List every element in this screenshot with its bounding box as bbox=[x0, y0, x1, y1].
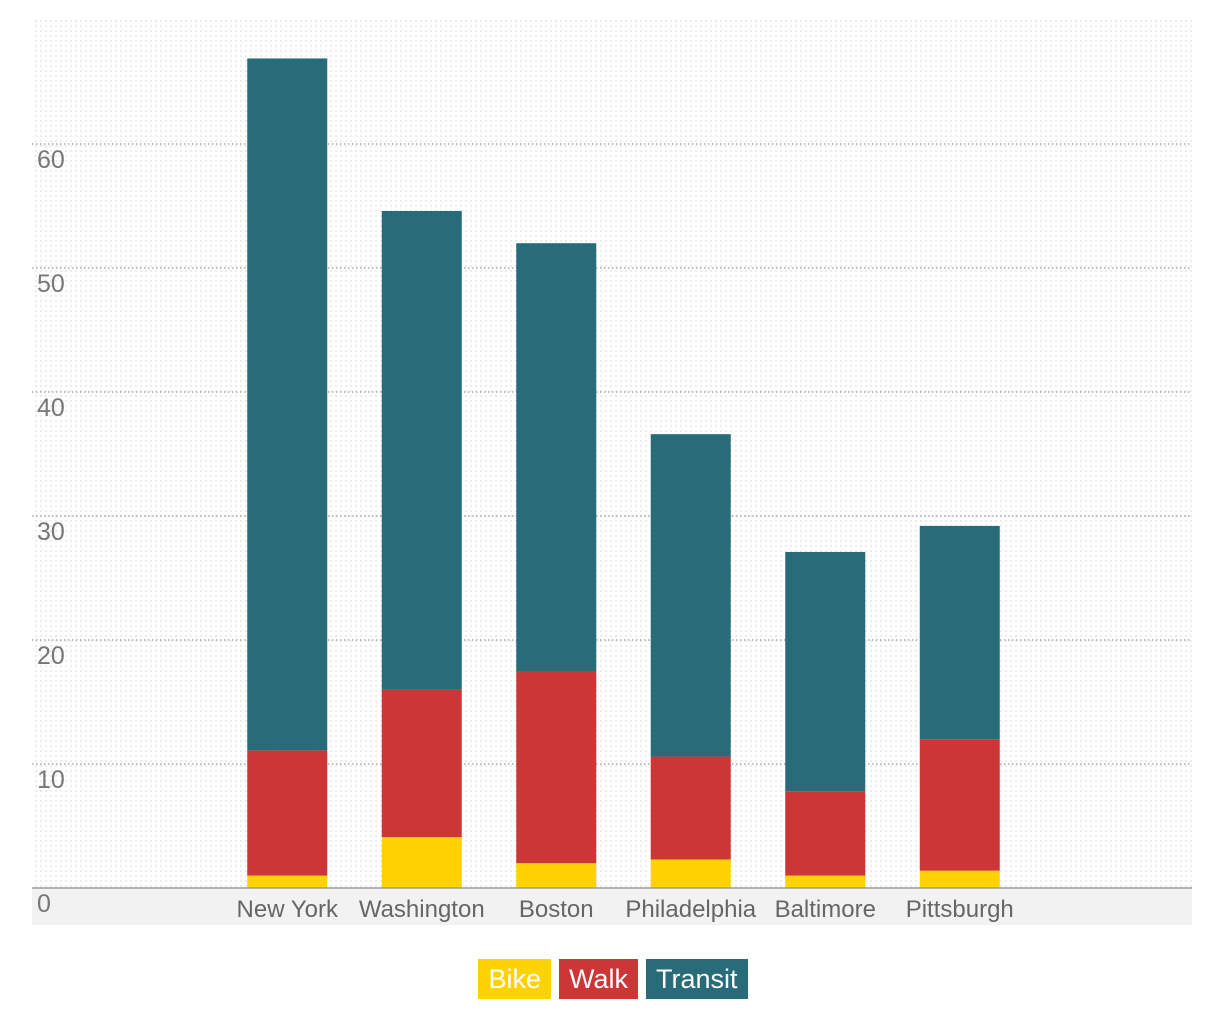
x-axis-labels: New York Washington Boston Philadelphia Balt… bbox=[237, 896, 1014, 923]
bar-walk-washington bbox=[381, 689, 462, 838]
stacked-bar-chart: 0 10 20 30 40 50 60 New York Washington Boston Ph… bbox=[32, 18, 1192, 925]
x-tick-label: Baltimore bbox=[775, 896, 876, 923]
bar-transit-washington bbox=[381, 210, 462, 690]
bar-bike-washington bbox=[381, 837, 462, 888]
bars bbox=[247, 58, 1000, 888]
y-tick-label: 40 bbox=[37, 394, 65, 422]
bar-transit-pittsburgh bbox=[919, 525, 1000, 740]
bar-bike-pittsburgh bbox=[919, 870, 1000, 888]
x-tick-label: Washington bbox=[359, 896, 485, 923]
bar-walk-philadelphia bbox=[650, 756, 731, 860]
x-tick-label: Boston bbox=[519, 896, 594, 923]
bar-bike-boston bbox=[516, 863, 597, 888]
bar-transit-boston bbox=[516, 243, 597, 671]
bar-transit-philadelphia bbox=[650, 434, 731, 757]
bar-bike-philadelphia bbox=[650, 859, 731, 888]
x-axis-band bbox=[32, 889, 1192, 925]
plot-background bbox=[32, 18, 1192, 888]
y-tick-label: 10 bbox=[37, 766, 65, 794]
bar-walk-new-york bbox=[247, 750, 328, 876]
x-tick-label: Pittsburgh bbox=[906, 896, 1014, 923]
bar-transit-new-york bbox=[247, 58, 328, 751]
legend: Bike Walk Transit bbox=[0, 959, 1226, 999]
y-tick-label: 50 bbox=[37, 270, 65, 298]
y-tick-label: 20 bbox=[37, 642, 65, 670]
legend-item-walk: Walk bbox=[559, 959, 638, 999]
bar-transit-baltimore bbox=[785, 551, 866, 792]
legend-item-transit: Transit bbox=[646, 959, 748, 999]
bar-bike-new-york bbox=[247, 875, 328, 888]
y-tick-label: 30 bbox=[37, 518, 65, 546]
bar-walk-pittsburgh bbox=[919, 739, 1000, 871]
legend-item-bike: Bike bbox=[478, 959, 551, 999]
y-tick-label: 0 bbox=[37, 890, 51, 918]
gridlines bbox=[32, 143, 1192, 765]
y-axis-ticks: 0 10 20 30 40 50 60 bbox=[37, 146, 65, 918]
bar-bike-baltimore bbox=[785, 875, 866, 888]
bar-walk-boston bbox=[516, 671, 597, 864]
x-tick-label: New York bbox=[237, 896, 339, 923]
y-tick-label: 60 bbox=[37, 146, 65, 174]
bar-walk-baltimore bbox=[785, 791, 866, 876]
x-tick-label: Philadelphia bbox=[625, 896, 756, 923]
